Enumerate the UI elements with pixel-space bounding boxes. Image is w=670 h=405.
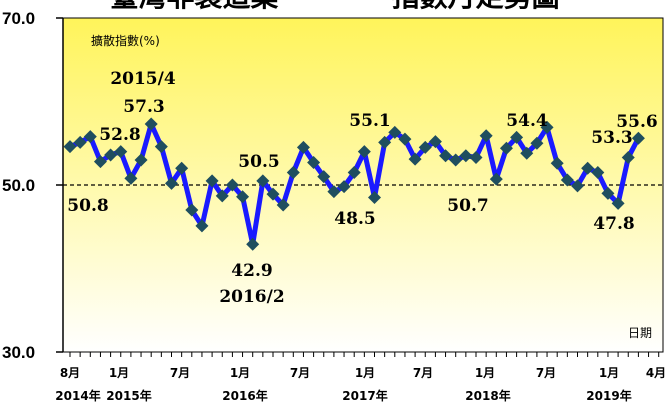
x-month-label-7: 7月 [536, 366, 556, 380]
annotation-52-8: 52.8 [99, 125, 140, 145]
x-year-label-2015: 2015年 [106, 388, 151, 403]
x-month-label-1: 1月 [109, 366, 129, 380]
x-month-label-1: 1月 [475, 366, 495, 380]
data-point-36 [428, 135, 442, 149]
annotation-50-8: 50.8 [67, 196, 108, 216]
x-axis-unit-label: 日期 [628, 326, 652, 340]
x-year-label-2018: 2018年 [465, 388, 510, 403]
x-month-label-8: 8月 [60, 366, 80, 380]
data-point-35 [418, 140, 432, 154]
data-point-19 [256, 174, 270, 188]
data-point-48 [550, 156, 564, 170]
data-point-16 [225, 178, 239, 192]
data-point-47 [540, 120, 554, 134]
data-point-53 [601, 186, 615, 200]
annotation-53-3: 53.3 [591, 128, 632, 148]
data-point-43 [499, 141, 513, 155]
annotation-2015-4: 2015/4 [110, 69, 176, 89]
data-point-45 [520, 146, 534, 160]
data-point-34 [408, 152, 422, 166]
x-month-label-1: 1月 [599, 366, 619, 380]
data-point-42 [489, 172, 503, 186]
data-point-28 [347, 165, 361, 179]
data-point-32 [388, 125, 402, 139]
data-point-11 [175, 161, 189, 175]
data-point-41 [479, 129, 493, 143]
data-point-25 [317, 170, 331, 184]
data-point-20 [266, 187, 280, 201]
data-point-8 [144, 117, 158, 131]
data-point-10 [165, 176, 178, 190]
annotation-50-5: 50.5 [238, 152, 279, 172]
data-point-17 [236, 190, 250, 204]
data-point-33 [398, 132, 412, 146]
data-point-44 [510, 130, 524, 144]
data-point-6 [124, 171, 138, 185]
data-point-21 [276, 198, 290, 212]
data-point-49 [560, 173, 574, 187]
annotations: 2015/4 57.3 52.8 50.8 50.5 42.9 2016/2 5… [67, 69, 657, 307]
data-point-52 [591, 165, 605, 179]
data-point-30 [368, 191, 381, 205]
annotation-50-7: 50.7 [447, 196, 488, 216]
y-axis: 70.0 50.0 30.0 [2, 9, 64, 362]
data-point-14 [205, 174, 219, 188]
annotation-2016-2: 2016/2 [219, 287, 284, 307]
data-point-54 [611, 196, 625, 210]
x-month-label-1: 1月 [355, 366, 375, 380]
x-month-label-7: 7月 [170, 366, 190, 380]
data-point-46 [530, 136, 544, 150]
data-point-29 [357, 145, 371, 159]
data-point-9 [154, 140, 168, 154]
data-point-37 [439, 149, 453, 163]
data-point-23 [296, 140, 310, 154]
data-point-1 [73, 135, 87, 149]
x-year-label-2016: 2016年 [222, 388, 267, 403]
x-month-label-4: 4月 [646, 366, 666, 380]
annotation-42-9: 42.9 [231, 261, 272, 281]
data-point-2 [83, 130, 97, 144]
annotation-55-6: 55.6 [616, 112, 657, 132]
data-point-40 [469, 150, 483, 164]
data-point-31 [378, 135, 392, 149]
data-point-51 [581, 161, 595, 175]
annotation-55-1: 55.1 [349, 111, 390, 131]
data-point-0 [63, 140, 77, 154]
annotation-54-4: 54.4 [506, 111, 548, 131]
data-point-55 [621, 150, 635, 164]
x-month-label-7: 7月 [290, 366, 310, 380]
x-month-label-1: 1月 [230, 366, 250, 380]
data-point-38 [449, 153, 463, 167]
data-point-13 [195, 219, 209, 233]
x-axis: 8月 1月 7月 1月 7月 1月 7月 1月 7月 1月 4月 2014年 2… [55, 351, 666, 403]
y-axis-label: 擴散指數(%) [91, 33, 160, 48]
data-point-50 [571, 179, 584, 193]
x-year-label-2019: 2019年 [586, 388, 631, 403]
y-tick-50: 50.0 [2, 176, 35, 195]
data-point-15 [215, 189, 229, 203]
y-tick-30: 30.0 [2, 343, 35, 362]
data-point-26 [327, 185, 341, 199]
data-point-24 [307, 155, 321, 169]
data-point-56 [631, 131, 645, 145]
x-month-label-7: 7月 [413, 366, 433, 380]
data-point-5 [114, 145, 128, 159]
data-point-18 [246, 237, 260, 251]
annotation-47-8: 47.8 [593, 214, 634, 234]
data-point-3 [93, 155, 107, 169]
data-point-4 [104, 148, 118, 162]
data-point-22 [286, 165, 300, 179]
y-tick-70: 70.0 [2, 9, 35, 28]
chart-title: 臺灣非製造業 指數月走勢圖 [110, 0, 559, 13]
data-point-12 [185, 203, 199, 217]
annotation-57-3: 57.3 [123, 97, 164, 117]
x-year-label-2014: 2014年 [55, 388, 100, 403]
x-year-label-2017: 2017年 [342, 388, 387, 403]
series-layer [63, 117, 645, 251]
annotation-48-5: 48.5 [334, 209, 375, 229]
data-point-39 [459, 149, 473, 163]
data-point-7 [134, 153, 148, 167]
data-point-27 [337, 180, 351, 194]
